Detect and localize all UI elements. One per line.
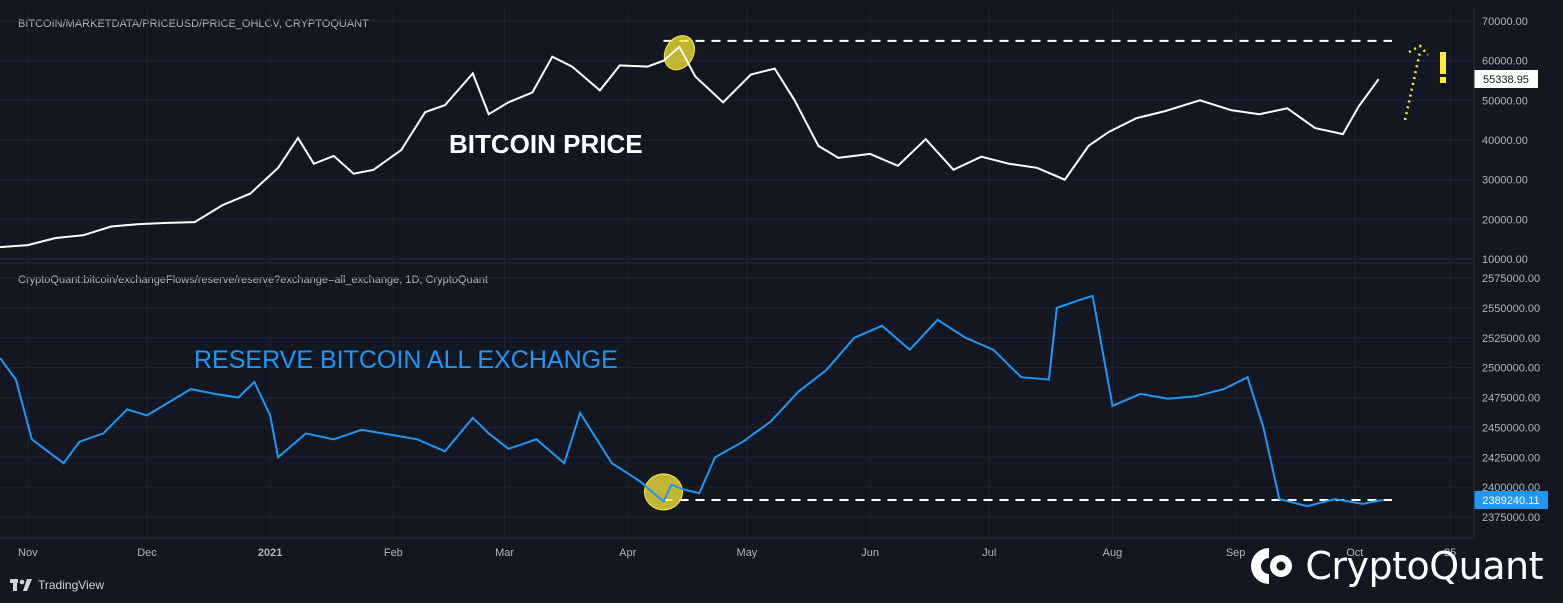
price-last-value-badge: 55338.95 [1474, 70, 1538, 88]
y-tick-label: 2500000.00 [1482, 363, 1540, 375]
reserve-annotation: RESERVE BITCOIN ALL EXCHANGE [194, 346, 618, 374]
price-source-label: BITCOIN/MARKETDATA/PRICEUSD/PRICE_OHLCV,… [18, 18, 369, 30]
price-arrow-annotation [1403, 44, 1446, 121]
x-tick-label: 25 [1444, 547, 1456, 559]
price-annotation: BITCOIN PRICE [449, 129, 643, 159]
price-grid [0, 8, 1474, 538]
y-tick-label: 2525000.00 [1482, 333, 1540, 345]
y-tick-label: 60000.00 [1482, 56, 1528, 68]
cryptoquant-brand: CryptoQuant [1249, 544, 1543, 588]
x-tick-label: 2021 [258, 547, 282, 559]
y-tick-label: 40000.00 [1482, 135, 1528, 147]
cryptoquant-logo-icon [1251, 548, 1293, 584]
reserve-y-axis: 2575000.00 2550000.00 2525000.00 2500000.00… [1482, 273, 1540, 524]
x-tick-label: Sep [1226, 547, 1246, 559]
x-tick-label: Jun [861, 547, 879, 559]
reserve-source-label: CryptoQuant:bitcoin/exchangeFlows/reserv… [18, 274, 488, 286]
reserve-series-line [0, 294, 1383, 508]
reserve-last-value-badge: 2389240.11 [1474, 491, 1548, 509]
x-tick-label: May [737, 547, 758, 559]
y-tick-label: 50000.00 [1482, 95, 1528, 107]
y-tick-label: 2450000.00 [1482, 422, 1540, 434]
y-tick-label: 10000.00 [1482, 254, 1528, 266]
price-series-line [0, 45, 1380, 249]
highlight-ellipse [643, 473, 683, 511]
y-tick-label: 2475000.00 [1482, 393, 1540, 405]
cryptoquant-label: CryptoQuant [1305, 544, 1543, 588]
x-tick-label: Jul [982, 547, 996, 559]
y-tick-label: 2375000.00 [1482, 512, 1540, 524]
y-tick-label: 2425000.00 [1482, 452, 1540, 464]
tradingview-label: TradingView [38, 578, 105, 592]
reserve-grid [0, 277, 1474, 518]
y-tick-label: 70000.00 [1482, 16, 1528, 28]
exclamation-icon [1440, 52, 1446, 74]
x-tick-label: Nov [18, 547, 38, 559]
reserve-highlight [643, 473, 683, 511]
tradingview-brand[interactable]: TradingView [10, 576, 104, 594]
x-tick-label: Aug [1103, 547, 1123, 559]
y-tick-label: 30000.00 [1482, 175, 1528, 187]
x-tick-label: Apr [619, 547, 636, 559]
reserve-last-value: 2389240.11 [1482, 495, 1539, 507]
tradingview-logo-icon [10, 579, 32, 591]
price-last-value: 55338.95 [1483, 74, 1529, 86]
y-tick-label: 2550000.00 [1482, 303, 1540, 315]
x-tick-label: Feb [384, 547, 403, 559]
price-pane[interactable]: BITCOIN/MARKETDATA/PRICEUSD/PRICE_OHLCV,… [0, 8, 1538, 538]
x-tick-label: Mar [495, 547, 514, 559]
reserve-pane[interactable]: CryptoQuant:bitcoin/exchangeFlows/reserv… [0, 273, 1548, 524]
price-y-axis: 70000.00 60000.00 50000.00 40000.00 30000.00… [1482, 16, 1528, 266]
x-tick-label: Oct [1346, 547, 1363, 559]
y-tick-label: 20000.00 [1482, 214, 1528, 226]
x-tick-label: Dec [137, 547, 157, 559]
y-tick-label: 2575000.00 [1482, 273, 1540, 285]
x-axis: Nov Dec 2021 Feb Mar Apr May Jun Jul Aug Sep Oct 25 [18, 547, 1456, 559]
